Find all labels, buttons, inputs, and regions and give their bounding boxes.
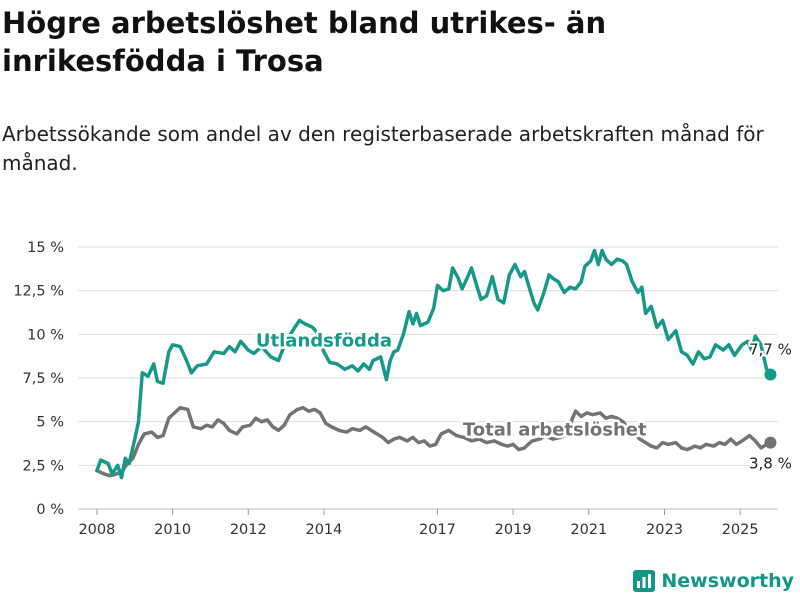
series-line xyxy=(95,405,773,478)
y-tick-label: 0 % xyxy=(36,502,64,518)
series-end-point xyxy=(764,368,777,381)
series-label: Utlandsfödda xyxy=(256,331,392,352)
y-tick-label: 10 % xyxy=(27,327,64,343)
brand-name: Newsworthy xyxy=(661,570,794,592)
y-tick-label: 7,5 % xyxy=(23,371,64,387)
x-tick-label: 2017 xyxy=(419,522,456,538)
bar-chart-logo-icon xyxy=(633,570,656,592)
y-tick-label: 2,5 % xyxy=(23,458,64,474)
end-value-label: 3,8 % xyxy=(749,455,792,473)
series-end-point xyxy=(764,436,777,449)
y-tick-label: 5 % xyxy=(36,415,64,431)
newsworthy-logo: Newsworthy xyxy=(633,570,794,592)
x-tick-label: 2014 xyxy=(305,522,342,538)
x-tick-label: 2021 xyxy=(570,522,607,538)
series-label: Total arbetslöshet xyxy=(463,420,647,441)
y-tick-label: 15 % xyxy=(27,240,64,256)
x-tick-label: 2012 xyxy=(230,522,267,538)
y-tick-label: 12,5 % xyxy=(13,284,64,300)
chart-title: Högre arbetslöshet bland utrikes- än inr… xyxy=(2,6,607,78)
x-tick-label: 2010 xyxy=(154,522,191,538)
chart-subtitle: Arbetssökande som andel av den registerb… xyxy=(2,122,764,175)
x-tick-label: 2008 xyxy=(78,522,115,538)
end-value-label: 7,7 % xyxy=(749,341,792,359)
x-tick-label: 2025 xyxy=(722,522,759,538)
series-line xyxy=(95,248,773,480)
x-tick-label: 2019 xyxy=(495,522,532,538)
x-tick-label: 2023 xyxy=(646,522,683,538)
